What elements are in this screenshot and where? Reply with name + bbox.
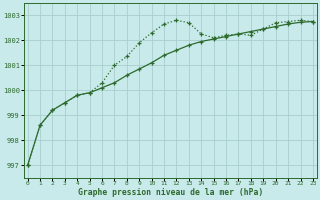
X-axis label: Graphe pression niveau de la mer (hPa): Graphe pression niveau de la mer (hPa) [78, 188, 263, 197]
